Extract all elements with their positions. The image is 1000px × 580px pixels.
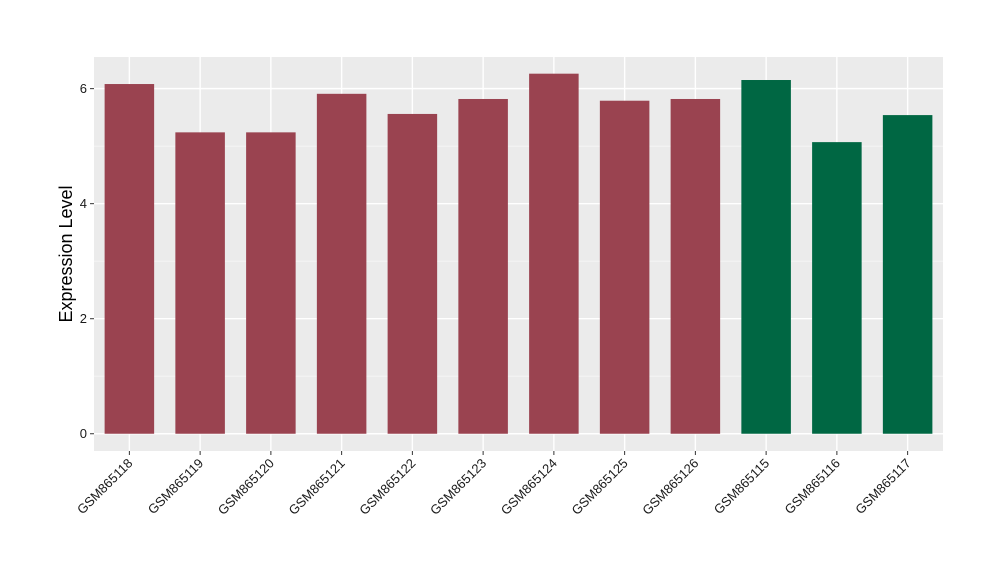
x-tick-label: GSM865116	[781, 456, 843, 518]
x-tick-label: GSM865121	[286, 456, 348, 518]
x-tick-label: GSM865125	[569, 456, 631, 518]
x-tick-label: GSM865120	[215, 456, 277, 518]
y-tick-label: 6	[80, 81, 87, 96]
y-tick-label: 0	[80, 426, 87, 441]
bar-GSM865124	[529, 73, 579, 434]
x-tick-label: GSM865123	[427, 456, 489, 518]
x-tick-label: GSM865115	[711, 456, 773, 518]
x-tick-label: GSM865117	[852, 456, 914, 518]
bar-GSM865120	[246, 132, 296, 434]
x-tick-label: GSM865122	[356, 456, 418, 518]
bars	[104, 73, 933, 434]
bar-GSM865119	[175, 132, 225, 434]
y-tick-label: 2	[80, 311, 87, 326]
y-tick-label: 4	[80, 196, 87, 211]
bar-GSM865125	[599, 100, 650, 434]
x-tick-label: GSM865124	[498, 456, 560, 518]
bar-GSM865118	[104, 84, 155, 434]
plot-panel	[94, 57, 943, 451]
x-axis: GSM865118 GSM865119 GSM865120 GSM865121 GSM8…	[74, 451, 914, 518]
x-tick-label: GSM865119	[145, 456, 207, 518]
y-axis: 0 2 4 6	[80, 81, 94, 441]
x-tick-label: GSM865118	[74, 456, 136, 518]
y-axis-title: Expression Level	[56, 185, 76, 322]
bar-GSM865115	[741, 80, 791, 434]
bar-GSM865123	[458, 98, 508, 434]
bar-GSM865117	[882, 115, 933, 434]
minor-gridlines	[94, 145, 943, 377]
bar-GSM865121	[316, 93, 367, 434]
bar-GSM865116	[812, 142, 862, 434]
x-tick-label: GSM865126	[639, 456, 701, 518]
bar-GSM865126	[670, 98, 721, 434]
bar-GSM865122	[387, 113, 438, 434]
